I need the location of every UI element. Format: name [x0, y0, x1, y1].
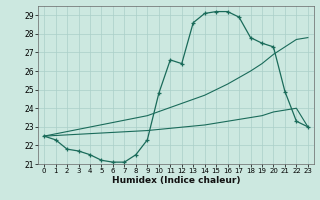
- X-axis label: Humidex (Indice chaleur): Humidex (Indice chaleur): [112, 176, 240, 185]
